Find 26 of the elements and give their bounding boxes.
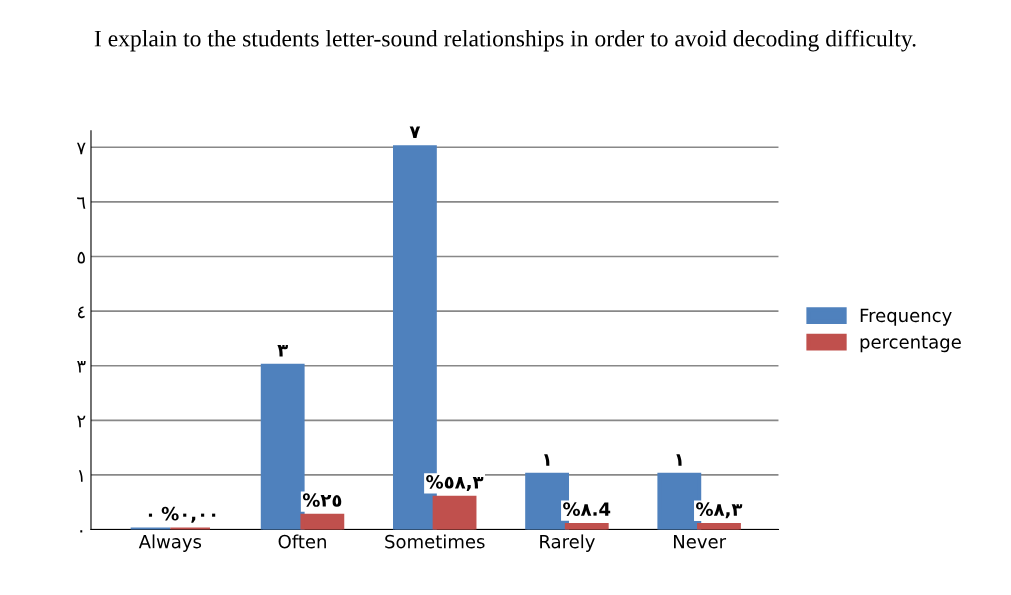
data-label: %٨,٣: [696, 502, 743, 519]
data-label: ٣: [277, 344, 288, 357]
y-tick-label: ٢: [77, 415, 86, 428]
x-tick-label: Always: [138, 534, 202, 552]
x-tick-label: Sometimes: [385, 534, 485, 549]
data-label: %٠,٠٠: [161, 506, 216, 523]
data-label: ٠: [148, 513, 153, 517]
data-label: ٧: [409, 126, 421, 138]
y-tick-label: ٥: [77, 251, 85, 264]
y-tick-label: ٠: [80, 530, 83, 533]
y-tick-label: ٤: [77, 306, 85, 319]
data-label: %٢٥: [302, 493, 342, 507]
x-tick-label: Often: [278, 534, 326, 549]
chart-title: I explain to the students letter-sound relationships in order to avoid decoding difficulty.: [94, 29, 916, 52]
x-tick-label: Never: [674, 534, 727, 549]
legend-label: Frequency: [860, 308, 952, 326]
data-label: ١: [676, 454, 682, 466]
y-tick-label: ٧: [76, 142, 86, 155]
x-tick-label: Rarely: [540, 534, 595, 552]
y-tick-label: ٣: [77, 361, 86, 373]
legend-label: percentage: [860, 335, 961, 353]
y-tick-label: ١: [78, 470, 83, 482]
data-label: ١: [544, 454, 550, 466]
data-label: %٨.4: [563, 502, 611, 516]
y-tick-label: ٦: [77, 197, 86, 209]
data-label: %٥٨,٣: [426, 475, 484, 491]
